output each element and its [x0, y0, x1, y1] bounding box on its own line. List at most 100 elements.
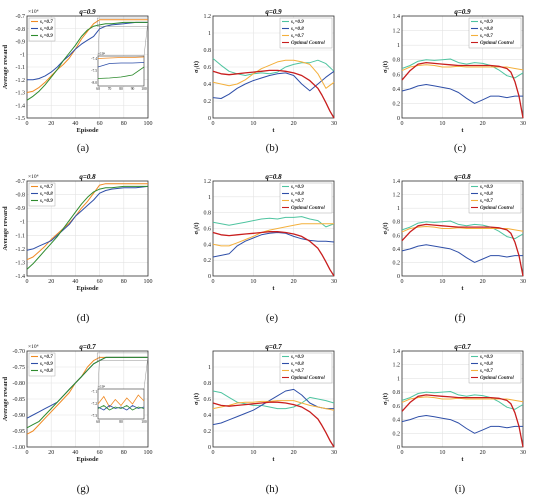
chart-i-xlabel: t [461, 456, 464, 463]
chart-a-inset: 60 70 80 90 100 -7.4 -7.5 -8.0 ×10⁴ [91, 17, 149, 91]
chart-g-ytick-label: -0.90 [13, 413, 26, 419]
chart-g-inset-series-line-3 [97, 405, 145, 411]
chart-c-xtick-label: 30 [520, 121, 526, 127]
chart-f-xtick-label: 30 [520, 279, 526, 285]
chart-d-ytick-label: -1.2 [16, 247, 26, 253]
chart-a-ylabel: Average reward [2, 44, 9, 89]
chart-h-title: q=0.7 [265, 343, 282, 351]
chart-h-ytick-label: 0.8 [204, 381, 212, 387]
chart-c-xtick-label: 0 [401, 121, 404, 127]
chart-g-inset-ytick-label: -7.3 [91, 414, 97, 418]
chart-d-ytick-label: -1 [20, 220, 25, 226]
chart-f-frame [401, 180, 524, 277]
chart-a-ytick-label: -1.3 [16, 91, 26, 97]
chart-i-ytick-label: 0.4 [393, 418, 401, 424]
chart-a-ytick-label: -1.1 [16, 65, 26, 71]
chart-a-inset-ytick-label: -7.4 [91, 57, 97, 61]
chart-f-ytick-label: 0.8 [393, 220, 401, 226]
chart-f-ytick-label: 0 [397, 274, 400, 280]
chart-b-ytick-label: 0.4 [204, 82, 212, 88]
chart-d-xlabel: Episode [76, 285, 98, 292]
chart-d-legend: s₁=0.7 s₁=0.8 s₁=0.9 [28, 182, 56, 207]
chart-c-legend: s₁=0.9 s₁=0.8 s₁=0.7 Optimal Control [468, 17, 522, 49]
chart-d-legend-entry: s₁=0.8 [39, 192, 53, 197]
chart-d-title: q=0.8 [79, 173, 96, 181]
chart-e-series-line-4 [212, 231, 335, 277]
chart-f-ytick-label: 1.2 [393, 193, 401, 199]
chart-c-series-line-2 [401, 84, 523, 104]
chart-b-xtick-label: 10 [250, 121, 256, 127]
chart-b-ytick-label: 1 [208, 31, 211, 37]
chart-g-series-line-3 [26, 356, 148, 429]
chart-f-ytick-label: 0.6 [393, 233, 401, 239]
chart-g-inset: 60 80 100 -7.1 -7.2 -7.3 ×10⁴ [91, 352, 149, 424]
chart-i-series-line-1 [401, 391, 524, 410]
chart-e-legend-entry: s₁=0.8 [290, 192, 304, 197]
chart-g-ytick-label: -0.85 [13, 397, 26, 403]
chart-i-xtick-label: 0 [401, 450, 404, 456]
chart-b-legend-entry: s₁=0.9 [290, 20, 304, 25]
chart-h-xtick-label: 30 [331, 450, 337, 456]
chart-c-ytick-label: 0.2 [393, 101, 401, 107]
chart-i-ytick-label: 1 [397, 376, 400, 382]
chart-a-inset-xtick-label: 70 [108, 87, 112, 91]
chart-f-ylabel: σ₂(t) [382, 223, 389, 235]
chart-g-frame [26, 350, 149, 448]
chart-g-inset-xtick-label: 80 [119, 420, 123, 424]
chart-f-ytick-label: 1.4 [393, 179, 401, 185]
chart-a-inset-xtick-label: 80 [119, 87, 123, 91]
chart-f-caption: (f) [455, 312, 466, 324]
chart-h-series-line-4 [212, 401, 335, 448]
chart-g-inset-series-line-2 [97, 405, 145, 411]
chart-f-xtick-label: 20 [480, 279, 486, 285]
chart-a-series-line-3 [26, 21, 148, 101]
chart-a-inset-xtick-label: 100 [141, 87, 147, 91]
chart-a-ytick-label: -0.8 [16, 27, 26, 33]
chart-b: 0 10 20 30 0 0.2 0.4 0.6 0.8 1 1.2 q=0.9 t σ₁(t) s₁=0.… [193, 8, 337, 154]
chart-b-legend: s₁=0.9 s₁=0.8 s₁=0.7 Optimal Control [279, 17, 333, 49]
chart-a-ytick-label: -0.9 [16, 40, 26, 46]
chart-g-inset-ytick-label: -7.2 [91, 402, 97, 406]
chart-h-legend-entry: s₁=0.7 [290, 369, 304, 374]
chart-e-series-line-1 [212, 216, 335, 228]
chart-f-ytick-label: 1 [397, 206, 400, 212]
chart-e-xtick-label: 10 [250, 279, 256, 285]
chart-d-legend-entry: s₁=0.9 [39, 199, 53, 204]
chart-c-legend-entry: s₁=0.9 [479, 20, 493, 25]
chart-d-ytick-label: -0.8 [16, 193, 26, 199]
chart-d-ytick-label: -0.7 [16, 179, 26, 185]
chart-i-legend-entry: s₁=0.9 [479, 355, 493, 360]
chart-f-series-line-1 [401, 220, 524, 240]
chart-g-xtick-label: 60 [97, 450, 103, 456]
chart-b-series-line-3 [212, 59, 335, 89]
chart-e-frame [212, 180, 335, 277]
chart-d-series-line-1 [26, 183, 148, 261]
chart-d-multiplier: ×10⁴ [28, 174, 39, 180]
chart-g-legend: s₁=0.7 s₁=0.9 s₁=0.8 [28, 352, 56, 377]
chart-a-inset-ytick-label: -8.0 [91, 81, 97, 85]
chart-i-xtick-label: 30 [520, 450, 526, 456]
chart-b-series-line-1 [212, 58, 335, 76]
chart-i-ytick-label: 1.4 [393, 349, 401, 355]
chart-h-series-line-2 [212, 388, 334, 426]
chart-b-legend-entry: Optimal Control [291, 41, 325, 46]
chart-e-series-line-2 [212, 232, 335, 258]
chart-b-series-line-2 [212, 70, 335, 99]
chart-a-series-line-1 [26, 19, 148, 93]
chart-c-frame [401, 15, 524, 119]
chart-a-ytick-label: -1 [20, 52, 25, 58]
chart-a-xtick-label: 80 [121, 121, 127, 127]
chart-e-xtick-label: 0 [212, 279, 215, 285]
chart-e-ytick-label: 1 [208, 195, 211, 201]
chart-i-series-line-4 [401, 394, 524, 448]
chart-e-ytick-label: 1.2 [204, 179, 212, 185]
chart-a-xtick-label: 60 [97, 121, 103, 127]
chart-h-ytick-label: 0.6 [204, 397, 212, 403]
chart-a-xtick-label: 40 [72, 121, 78, 127]
chart-a-legend-entry: s₁=0.8 [39, 27, 53, 32]
chart-h-frame [212, 350, 335, 448]
chart-a-legend-entry: s₁=0.7 [39, 20, 53, 25]
chart-b-xlabel: t [272, 127, 275, 134]
chart-c-legend-entry: s₁=0.8 [479, 27, 493, 32]
chart-a-series-line-2 [27, 21, 148, 81]
